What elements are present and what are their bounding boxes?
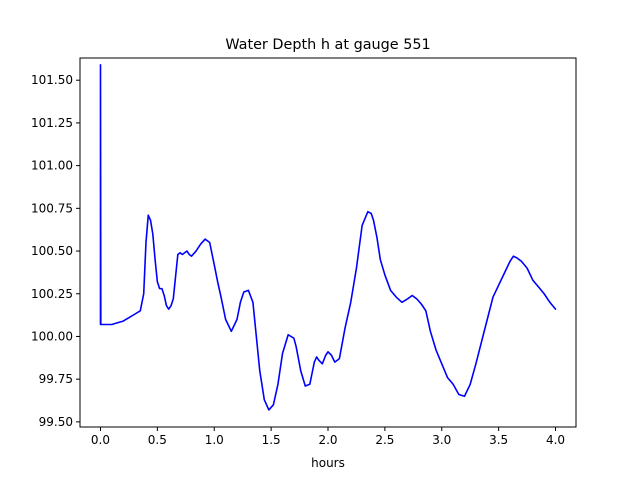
axes-frame xyxy=(79,57,577,428)
chart-title: Water Depth h at gauge 551 xyxy=(225,37,430,53)
x-tick-label: 3.5 xyxy=(489,433,508,447)
x-tick-label: 2.0 xyxy=(318,433,337,447)
y-tick-label: 101.25 xyxy=(31,116,73,130)
x-axis: 0.0 0.5 1.0 1.5 2.0 2.5 3.0 3.5 4.0 xyxy=(91,427,565,447)
y-tick-label: 100.25 xyxy=(31,287,73,301)
y-tick-label: 100.00 xyxy=(31,329,73,343)
y-tick-label: 99.50 xyxy=(39,415,73,429)
series-line-0 xyxy=(99,64,557,411)
x-tick-label: 4.0 xyxy=(546,433,565,447)
x-tick-label: 0.5 xyxy=(148,433,167,447)
x-axis-label: hours xyxy=(311,456,345,470)
plot-area xyxy=(99,64,557,411)
y-tick-label: 101.00 xyxy=(31,159,73,173)
y-tick-label: 100.50 xyxy=(31,244,73,258)
x-tick-label: 1.0 xyxy=(205,433,224,447)
x-tick-label: 0.0 xyxy=(91,433,110,447)
x-tick-label: 3.0 xyxy=(432,433,451,447)
y-tick-label: 99.75 xyxy=(39,372,73,386)
y-tick-label: 100.75 xyxy=(31,201,73,215)
y-axis: 99.50 99.75 100.00 100.25 100.50 100.75 101.00… xyxy=(31,73,80,429)
x-tick-label: 1.5 xyxy=(262,433,281,447)
y-tick-label: 101.50 xyxy=(31,73,73,87)
x-tick-label: 2.5 xyxy=(375,433,394,447)
